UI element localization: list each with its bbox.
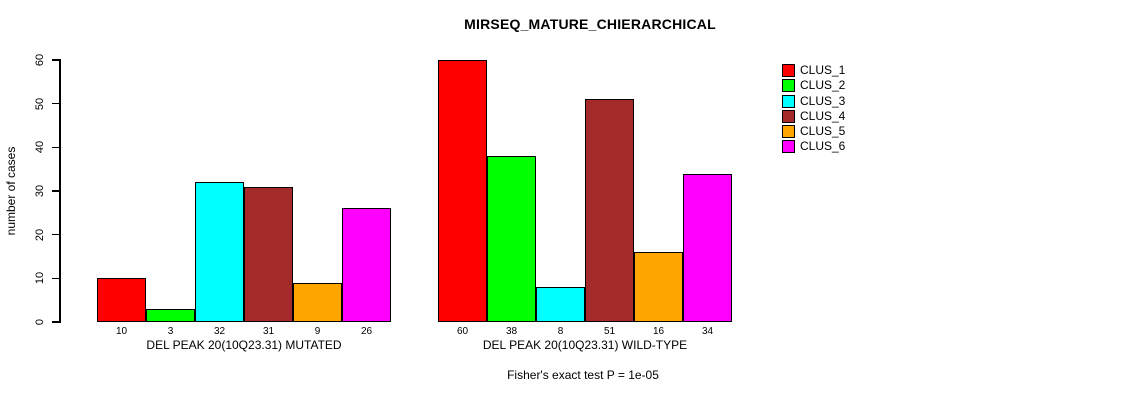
- y-axis-line: [59, 59, 61, 323]
- bar-value-label: 31: [262, 326, 275, 337]
- legend-label: CLUS_1: [800, 63, 846, 77]
- bar-value-label: 60: [456, 326, 469, 337]
- bar-clus_3-group1: [536, 287, 585, 322]
- y-axis-tick: [52, 277, 59, 280]
- bar-value-label: 38: [505, 326, 518, 337]
- bar-value-label: 26: [360, 326, 373, 337]
- legend-color-swatch-clus_6: [782, 140, 795, 154]
- bar-value-label: 8: [557, 326, 564, 337]
- bar-clus_5-group1: [634, 252, 683, 322]
- legend-item: CLUS_6: [782, 139, 846, 154]
- y-axis-tick: [52, 146, 59, 149]
- legend-label: CLUS_6: [800, 139, 846, 154]
- y-axis-tick: [52, 59, 59, 61]
- y-axis-tick-label: 30: [34, 184, 46, 198]
- y-axis-tick-label: 40: [34, 141, 46, 154]
- bar-clus_6-group0: [342, 208, 391, 322]
- fisher-test-annotation: Fisher's exact test P = 1e-05: [507, 368, 659, 382]
- bar-clus_4-group0: [244, 186, 293, 322]
- legend-item: CLUS_3: [782, 93, 846, 108]
- legend-label: CLUS_5: [800, 124, 846, 139]
- legend-item: CLUS_2: [782, 78, 846, 93]
- bar-clus_3-group0: [195, 182, 244, 322]
- legend-color-swatch-clus_4: [782, 109, 795, 123]
- y-axis-tick: [52, 102, 59, 105]
- legend-color-swatch-clus_1: [782, 64, 795, 77]
- y-axis-tick-label: 10: [34, 272, 46, 285]
- y-axis-tick-label: 50: [34, 97, 46, 110]
- y-axis-tick: [52, 233, 59, 236]
- y-axis-title: number of cases: [4, 146, 18, 236]
- bar-clus_5-group0: [293, 282, 342, 322]
- bar-value-label: 10: [115, 326, 128, 337]
- x-group-label-wild-type: DEL PEAK 20(10Q23.31) WILD-TYPE: [482, 338, 688, 352]
- legend-label: CLUS_3: [800, 93, 846, 108]
- bar-clus_1-group0: [97, 278, 146, 322]
- legend-item: CLUS_5: [782, 124, 846, 139]
- bar-value-label: 3: [167, 326, 174, 337]
- bar-clus_6-group1: [683, 173, 732, 322]
- legend-color-swatch-clus_3: [782, 94, 795, 108]
- y-axis-tick-label: 20: [34, 228, 46, 241]
- bar-value-label: 34: [701, 326, 714, 337]
- x-group-label-mutated: DEL PEAK 20(10Q23.31) MUTATED: [146, 338, 342, 352]
- y-axis-tick-label: 60: [34, 53, 46, 67]
- legend: CLUS_1 CLUS_2 CLUS_3 CLUS_4 CLUS_5 CLUS_6: [782, 64, 845, 156]
- bar-value-label: 51: [603, 326, 616, 337]
- bar-clus_2-group1: [487, 156, 536, 322]
- bar-clus_1-group1: [438, 60, 487, 322]
- y-axis-tick: [52, 190, 59, 192]
- chart-title: MIRSEQ_MATURE_CHIERARCHICAL: [464, 16, 716, 32]
- legend-item: CLUS_4: [782, 108, 846, 123]
- bar-clus_2-group0: [146, 308, 195, 322]
- bar-value-label: 9: [314, 326, 321, 337]
- bar-value-label: 16: [652, 326, 665, 337]
- legend-label: CLUS_2: [800, 78, 846, 93]
- legend-color-swatch-clus_2: [782, 79, 795, 93]
- legend-item: CLUS_1: [782, 64, 845, 77]
- bar-clus_4-group1: [585, 99, 634, 322]
- y-axis-tick-label: 0: [34, 318, 46, 326]
- y-axis-tick: [52, 321, 59, 323]
- legend-label: CLUS_4: [800, 108, 846, 123]
- legend-color-swatch-clus_5: [782, 125, 795, 139]
- bar-value-label: 32: [213, 326, 226, 337]
